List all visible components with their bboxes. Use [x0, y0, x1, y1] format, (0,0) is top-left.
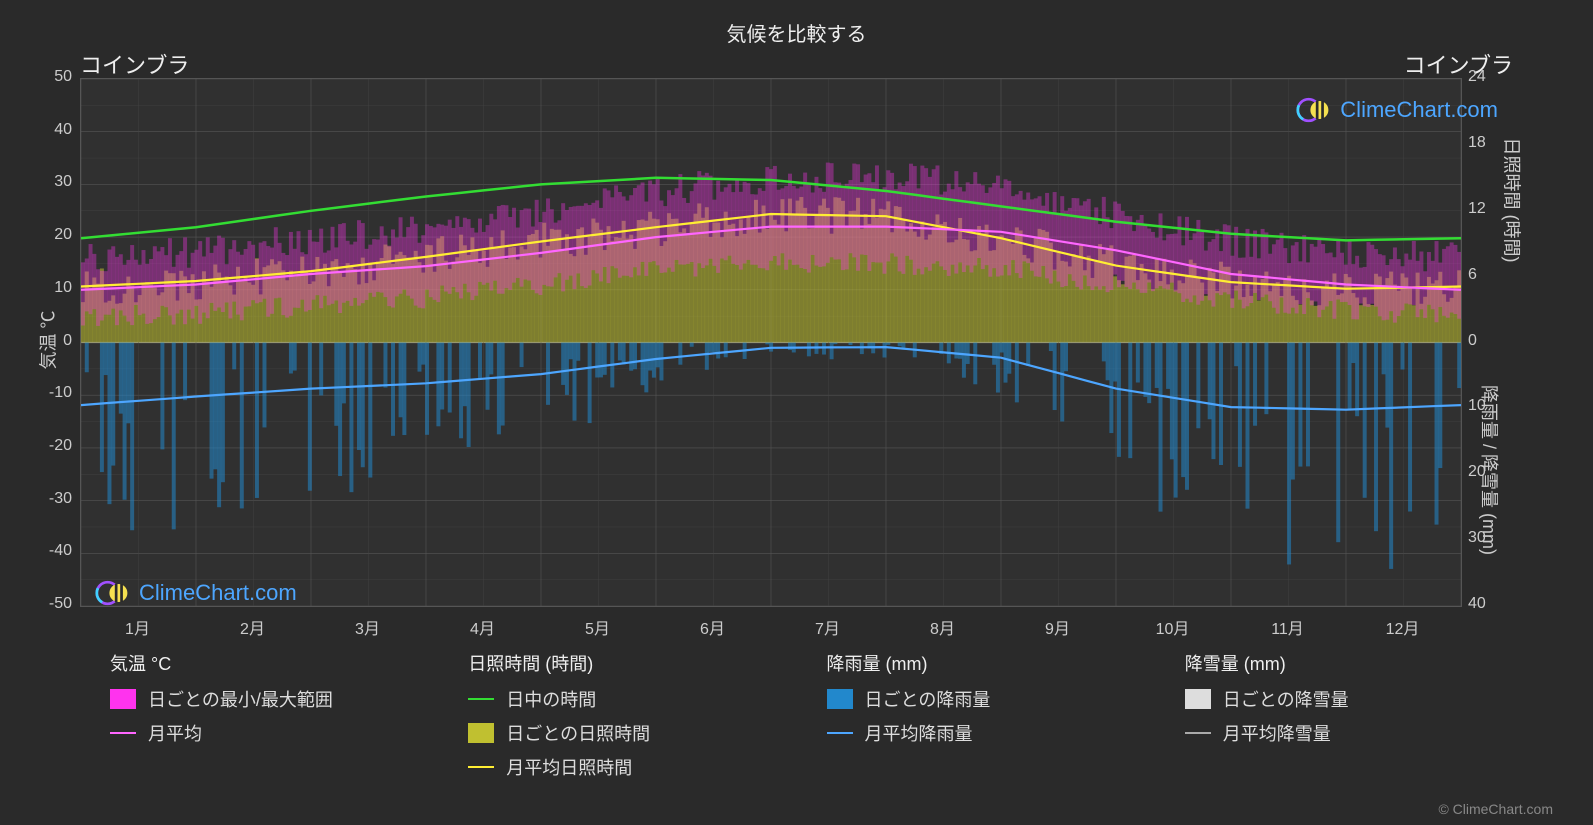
- legend-label: 月平均: [148, 720, 202, 746]
- axis-tick: 10: [54, 279, 72, 297]
- axis-tick: 12: [1468, 200, 1486, 218]
- legend-column: 日照時間 (時間) 日中の時間日ごとの日照時間月平均日照時間: [468, 650, 826, 788]
- legend-label: 月平均降雨量: [865, 720, 973, 746]
- legend-label: 月平均日照時間: [506, 754, 632, 780]
- legend-title: 日照時間 (時間): [468, 650, 826, 676]
- y-axis-label-sunshine: 日照時間 (時間): [1500, 138, 1526, 263]
- axis-tick: 8月: [930, 615, 955, 639]
- credit-text: © ClimeChart.com: [1438, 801, 1553, 817]
- plot-area: [80, 78, 1462, 607]
- axis-tick: 40: [1468, 595, 1486, 613]
- legend-label: 日ごとの最小/最大範囲: [148, 686, 333, 712]
- axis-tick: -30: [49, 490, 72, 508]
- legend-label: 日ごとの日照時間: [506, 720, 650, 746]
- legend-column: 降雪量 (mm) 日ごとの降雪量月平均降雪量: [1185, 650, 1543, 788]
- legend-line-swatch: [1185, 732, 1211, 734]
- legend-label: 月平均降雪量: [1223, 720, 1331, 746]
- legend-item: 月平均降雪量: [1185, 720, 1543, 746]
- axis-tick: 1月: [125, 615, 150, 639]
- axis-tick: 7月: [815, 615, 840, 639]
- legend-block-swatch: [468, 723, 494, 743]
- legend-item: 日中の時間: [468, 686, 826, 712]
- legend-label: 日中の時間: [506, 686, 596, 712]
- axis-tick: -50: [49, 595, 72, 613]
- axis-tick: 12月: [1386, 615, 1420, 639]
- axis-tick: 0: [1468, 332, 1477, 350]
- legend-title: 降雪量 (mm): [1185, 650, 1543, 676]
- legend-label: 日ごとの降雪量: [1223, 686, 1349, 712]
- legend-block-swatch: [1185, 689, 1211, 709]
- axis-tick: 11月: [1271, 615, 1304, 639]
- axis-tick: 3月: [355, 615, 380, 639]
- axis-tick: 9月: [1045, 615, 1070, 639]
- legend-item: 月平均日照時間: [468, 754, 826, 780]
- axis-tick: 24: [1468, 68, 1486, 86]
- legend-item: 日ごとの降雨量: [827, 686, 1185, 712]
- axis-tick: 50: [54, 68, 72, 86]
- axis-tick: -10: [49, 384, 72, 402]
- legend-item: 日ごとの降雪量: [1185, 686, 1543, 712]
- axis-tick: 4月: [470, 615, 495, 639]
- legend-line-swatch: [468, 698, 494, 700]
- axis-tick: 2月: [240, 615, 265, 639]
- legend-title: 降雨量 (mm): [827, 650, 1185, 676]
- legend-item: 月平均降雨量: [827, 720, 1185, 746]
- legend-line-swatch: [110, 732, 136, 734]
- axis-tick: -20: [49, 437, 72, 455]
- axis-tick: 18: [1468, 134, 1486, 152]
- legend-line-swatch: [468, 766, 494, 768]
- legend-column: 気温 °C 日ごとの最小/最大範囲月平均: [110, 650, 468, 788]
- axis-tick: -40: [49, 542, 72, 560]
- legend-item: 日ごとの日照時間: [468, 720, 826, 746]
- location-label-left: コインブラ: [80, 48, 189, 80]
- legend-block-swatch: [827, 689, 853, 709]
- axis-tick: 30: [54, 173, 72, 191]
- chart-svg: [81, 79, 1461, 606]
- axis-tick: 30: [1468, 529, 1486, 547]
- axis-tick: 6: [1468, 266, 1477, 284]
- legend-line-swatch: [827, 732, 853, 734]
- chart-title: 気候を比較する: [0, 18, 1593, 47]
- axis-tick: 5月: [585, 615, 610, 639]
- axis-tick: 10月: [1156, 615, 1190, 639]
- location-label-right: コインブラ: [1404, 48, 1513, 80]
- legend-item: 月平均: [110, 720, 468, 746]
- legend-title: 気温 °C: [110, 650, 468, 676]
- legend-label: 日ごとの降雨量: [865, 686, 991, 712]
- axis-tick: 6月: [700, 615, 725, 639]
- legend-block-swatch: [110, 689, 136, 709]
- axis-tick: 0: [63, 332, 72, 350]
- y-axis-label-temperature: 気温 ℃: [35, 310, 61, 369]
- axis-tick: 40: [54, 121, 72, 139]
- axis-tick: 20: [54, 226, 72, 244]
- axis-tick: 10: [1468, 397, 1486, 415]
- legend-item: 日ごとの最小/最大範囲: [110, 686, 468, 712]
- chart-container: 気候を比較する コインブラ コインブラ 気温 ℃ 日照時間 (時間) 降雨量 /…: [0, 0, 1593, 825]
- legend-column: 降雨量 (mm) 日ごとの降雨量月平均降雨量: [827, 650, 1185, 788]
- axis-tick: 20: [1468, 463, 1486, 481]
- legend: 気温 °C 日ごとの最小/最大範囲月平均 日照時間 (時間) 日中の時間日ごとの日照時…: [110, 650, 1543, 788]
